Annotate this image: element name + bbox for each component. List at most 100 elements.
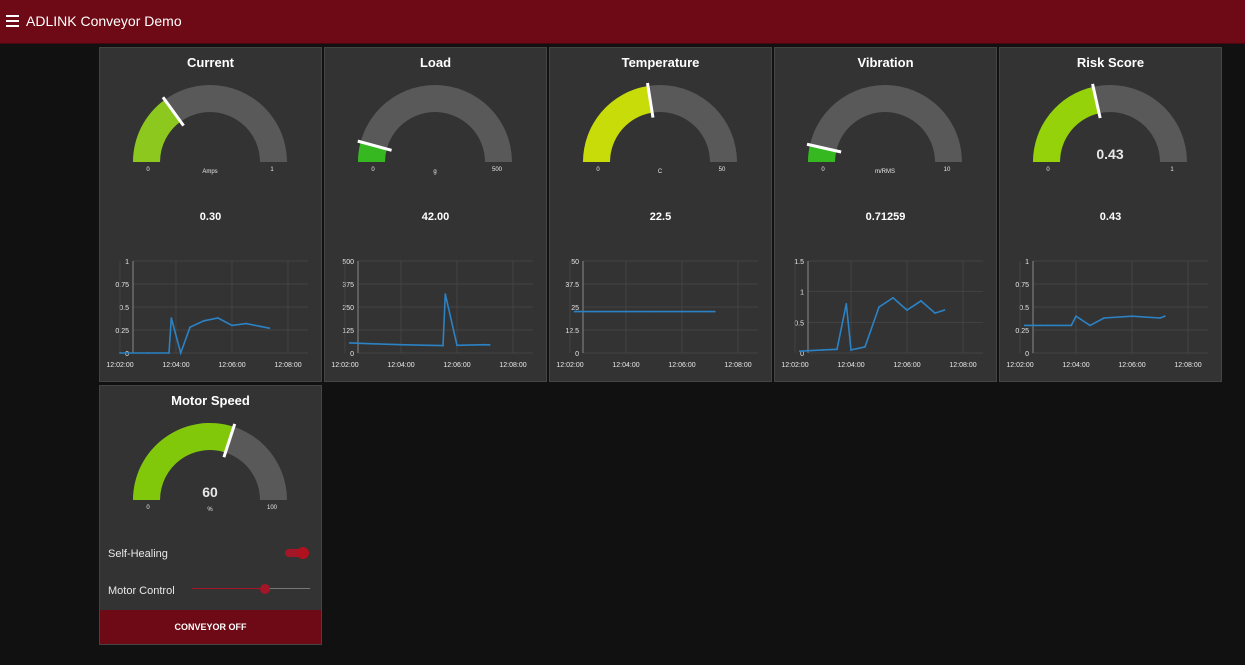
motor-control-label: Motor Control: [108, 585, 175, 597]
card-temperature: Temperature 0 50 C 22.5 50 37.5 25 12.5 0 12:02…: [549, 47, 772, 382]
chart-point: [231, 324, 233, 327]
chart-x-tick: 12:06:00: [218, 362, 245, 369]
chart-point: [798, 350, 801, 353]
chart-point: [1159, 317, 1161, 319]
chart-point: [1070, 324, 1073, 327]
chart-x-tick: 12:02:00: [556, 362, 583, 369]
motor-control-slider[interactable]: [192, 582, 310, 596]
chart-point: [1047, 324, 1049, 327]
card-risk-score: Risk Score 0 1 0.43 0.43 1 0.75 0.5 0.25 0 12:0…: [999, 47, 1222, 382]
gauge-needle: [357, 139, 392, 152]
risk-score-chart: 1 0.75 0.5 0.25 0 12:02:00 12:04:00 12:06:00 12:…: [1006, 259, 1208, 369]
chart-point: [245, 322, 247, 325]
gauge-min-label: 0: [146, 167, 150, 173]
gauge-needle: [1091, 83, 1102, 119]
chart-point: [428, 344, 430, 347]
chart-y-tick: 25: [571, 305, 579, 312]
card-title: Motor Speed: [171, 393, 250, 408]
chart-x-tick: 12:08:00: [949, 362, 976, 369]
chart-point: [943, 309, 946, 311]
card-title: Temperature: [621, 55, 700, 70]
hamburger-menu-icon[interactable]: [6, 15, 19, 27]
chart-point: [934, 312, 936, 315]
gauge-units-label: Amps: [202, 169, 217, 175]
chart-point: [878, 306, 880, 308]
chart-x-tick: 12:08:00: [724, 362, 751, 369]
top-bar: ADLINK Conveyor Demo: [0, 0, 1245, 44]
chart-point: [864, 345, 866, 348]
chart-y-tick: 0.5: [794, 320, 804, 327]
chart-y-tick: 0.5: [119, 305, 129, 312]
chart-point: [573, 310, 576, 313]
chart-y-tick: 0.5: [1019, 305, 1029, 312]
gauge-min-label: 0: [146, 505, 150, 511]
chart-y-tick: 1: [125, 259, 129, 266]
gauge-track: [358, 85, 512, 162]
risk-score-gauge: 0 10.43: [1033, 83, 1187, 173]
chart-point: [217, 317, 219, 319]
chart-series-line: [799, 296, 945, 352]
gauge-track: [808, 85, 962, 162]
chart-point: [189, 326, 191, 329]
gauge-fill: [583, 85, 653, 162]
chart-x-tick: 12:04:00: [387, 362, 414, 369]
chart-series-line: [1024, 315, 1165, 327]
chart-x-tick: 12:08:00: [499, 362, 526, 369]
self-healing-toggle[interactable]: [285, 547, 309, 559]
card-title: Load: [419, 55, 452, 70]
chart-point: [348, 341, 351, 344]
current-value: 0.30: [199, 211, 222, 223]
chart-point: [203, 319, 205, 322]
gauge-needle: [161, 96, 185, 127]
gauge-max-label: 50: [719, 167, 726, 173]
conveyor-off-button[interactable]: CONVEYOR OFF: [100, 610, 321, 644]
load-chart: 500 375 250 125 0 12:02:00 12:04:00 12:06:00 12:…: [331, 259, 533, 369]
gauge-min-label: 0: [821, 167, 825, 173]
chart-x-tick: 12:06:00: [1118, 362, 1145, 369]
self-healing-label: Self-Healing: [108, 548, 168, 560]
chart-x-tick: 12:08:00: [274, 362, 301, 369]
chart-point: [681, 310, 683, 313]
chart-point: [850, 349, 852, 351]
gauge-units-label: C: [658, 169, 663, 175]
chart-x-tick: 12:06:00: [668, 362, 695, 369]
chart-x-tick: 12:06:00: [893, 362, 920, 369]
chart-y-tick: 50: [571, 259, 579, 266]
chart-point: [845, 303, 848, 305]
chart-y-tick: 0.75: [1015, 282, 1029, 289]
chart-y-tick: 1.5: [794, 259, 804, 266]
slider-thumb[interactable]: [260, 584, 271, 594]
app-title: ADLINK Conveyor Demo: [26, 13, 182, 29]
chart-y-tick: 0: [1025, 351, 1029, 358]
gauge-max-label: 500: [492, 167, 503, 173]
chart-point: [456, 344, 458, 347]
chart-series-line: [120, 317, 270, 356]
chart-y-tick: 375: [342, 282, 354, 289]
chart-point: [444, 293, 447, 296]
gauge-fill: [133, 423, 234, 500]
gauge-fill: [358, 141, 387, 162]
chart-x-tick: 12:02:00: [106, 362, 133, 369]
chart-y-tick: 0.75: [115, 282, 129, 289]
chart-y-tick: 0: [125, 351, 129, 358]
gauge-needle: [806, 142, 842, 154]
load-value: 42.00: [421, 211, 450, 223]
chart-point: [179, 352, 182, 354]
gauge-units-label: m/RMS: [875, 169, 895, 175]
current-chart: 1 0.75 0.5 0.25 0 12:02:00 12:04:00 12:06:00 12:…: [106, 259, 308, 369]
chart-point: [1163, 315, 1166, 318]
card-title: Current: [187, 55, 234, 70]
gauge-max-label: 100: [267, 505, 278, 511]
gauge-track: [133, 85, 287, 162]
chart-point: [442, 344, 444, 347]
chart-point: [920, 299, 922, 302]
chart-x-tick: 12:04:00: [837, 362, 864, 369]
chart-y-tick: 0: [800, 351, 804, 358]
chart-point: [259, 325, 261, 328]
current-gauge: 0 1 Amps: [133, 85, 287, 175]
chart-y-tick: 125: [342, 328, 354, 335]
card-vibration: Vibration 0 10 m/RMS 0.71259 1.5 1 0.5 0 12:02…: [774, 47, 997, 382]
card-title: Vibration: [857, 55, 914, 70]
chart-y-tick: 37.5: [565, 282, 579, 289]
chart-point: [892, 296, 894, 299]
